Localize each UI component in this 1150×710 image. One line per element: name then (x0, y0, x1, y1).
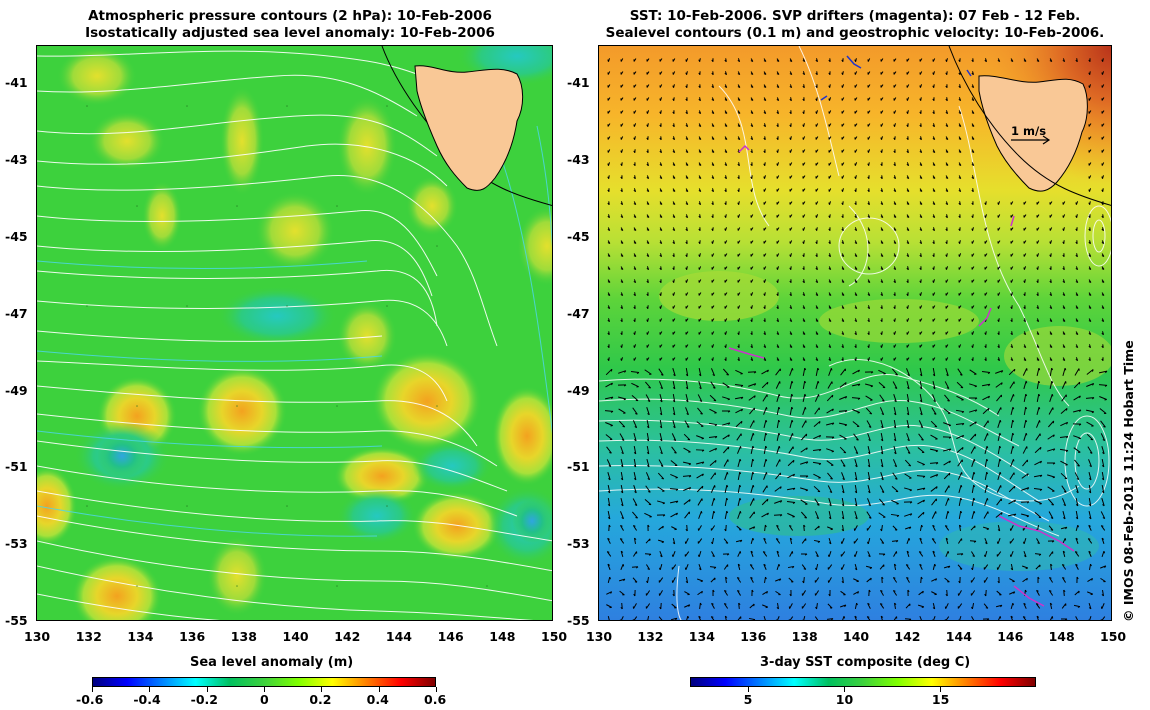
left-colorbar-tick-label: -0.6 (76, 692, 104, 707)
left-x-tick-label: 146 (437, 629, 464, 644)
left-colorbar-tick-label: -0.2 (190, 692, 218, 707)
right-colorbar (690, 677, 1036, 687)
sst-map: 1 m/s (598, 45, 1112, 621)
left-panel-title: Atmospheric pressure contours (2 hPa): 1… (40, 8, 540, 42)
right-y-tick-label: -51 (567, 459, 590, 475)
sst-field (599, 46, 1111, 620)
left-x-tick-label: 142 (334, 629, 361, 644)
sea-level-anomaly-map (36, 45, 553, 621)
right-colorbar-label: 3-day SST composite (deg C) (760, 655, 971, 670)
right-x-tick-label: 144 (945, 629, 972, 644)
left-x-tick-label: 150 (541, 629, 568, 644)
velocity-scale-label: 1 m/s (1011, 124, 1047, 138)
tasmania-landmass (414, 65, 524, 191)
right-x-tick-label: 150 (1100, 629, 1127, 644)
left-y-tick-label: -55 (5, 613, 28, 628)
right-y-tick-label: -41 (567, 75, 590, 91)
imos-credit: © IMOS 08-Feb-2013 11:24 Hobart Time (1121, 340, 1136, 622)
right-x-tick-label: 132 (637, 629, 664, 644)
left-y-tick-label: -51 (5, 459, 28, 475)
right-x-tick-label: 134 (688, 629, 715, 644)
right-title-line1: SST: 10-Feb-2006. SVP drifters (magenta)… (629, 8, 1081, 24)
left-colorbar-tick-mark (92, 687, 93, 692)
left-colorbar-tick-mark (264, 687, 265, 692)
left-colorbar (92, 677, 436, 687)
left-y-tick-label: -41 (5, 75, 28, 91)
left-x-tick-label: 132 (75, 629, 102, 644)
right-x-tick-label: 140 (843, 629, 870, 644)
right-colorbar-tick-mark (747, 687, 749, 692)
sea-level-anomaly-field (37, 46, 552, 620)
right-colorbar-tick-label: 5 (743, 692, 753, 707)
left-colorbar-tick-mark (206, 687, 208, 692)
right-colorbar-tick-mark (843, 687, 845, 692)
tasmania-landmass (978, 75, 1088, 192)
right-x-tick-label: 142 (894, 629, 921, 644)
right-x-tick-label: 130 (586, 629, 613, 644)
left-colorbar-tick-label: 0.6 (424, 692, 447, 707)
right-y-tick-label: -55 (567, 613, 590, 628)
right-y-tick-label: -47 (567, 305, 590, 321)
right-colorbar-tick-label: 10 (835, 692, 854, 707)
right-colorbar-tick-mark (939, 687, 941, 692)
right-y-tick-label: -53 (567, 536, 590, 552)
left-colorbar-tick-mark (436, 687, 437, 692)
left-colorbar-tick-label: 0 (260, 692, 269, 707)
left-x-tick-label: 144 (385, 629, 412, 644)
right-x-tick-label: 138 (791, 629, 818, 644)
left-colorbar-label: Sea level anomaly (m) (190, 655, 354, 670)
left-colorbar-tick-label: 0.2 (309, 692, 332, 707)
left-colorbar-tick-mark (149, 687, 151, 692)
geostrophic-velocity-vectors (604, 58, 1108, 620)
left-colorbar-tick-label: -0.4 (133, 692, 161, 707)
left-colorbar-tick-mark (378, 687, 380, 692)
left-y-tick-label: -43 (5, 152, 28, 168)
left-y-tick-label: -45 (5, 229, 28, 244)
left-title-line1: Atmospheric pressure contours (2 hPa): 1… (88, 8, 492, 24)
left-x-tick-label: 138 (230, 629, 257, 644)
right-colorbar-tick-label: 15 (931, 692, 950, 707)
sealevel-contours (599, 46, 1111, 620)
pressure-contours (37, 50, 552, 620)
left-x-tick-label: 134 (127, 629, 154, 644)
left-x-tick-label: 148 (489, 629, 516, 644)
right-x-tick-label: 148 (1048, 629, 1075, 644)
right-y-tick-label: -49 (567, 382, 590, 398)
left-y-tick-label: -49 (5, 382, 28, 398)
left-y-tick-label: -53 (5, 536, 28, 552)
left-title-line2: Isostatically adjusted sea level anomaly… (85, 25, 495, 41)
right-x-tick-label: 136 (740, 629, 767, 644)
left-y-tick-label: -47 (5, 305, 28, 321)
left-x-tick-label: 140 (282, 629, 309, 644)
left-colorbar-tick-mark (321, 687, 323, 692)
right-x-tick-label: 146 (997, 629, 1024, 644)
right-y-tick-label: -43 (567, 152, 590, 168)
left-colorbar-tick-label: 0.4 (366, 692, 389, 707)
left-x-tick-label: 136 (179, 629, 206, 644)
right-panel-title: SST: 10-Feb-2006. SVP drifters (magenta)… (598, 8, 1112, 42)
svp-drifter-tracks (728, 144, 1075, 607)
right-y-tick-label: -45 (567, 229, 590, 244)
left-x-tick-label: 130 (24, 629, 51, 644)
right-title-line2: Sealevel contours (0.1 m) and geostrophi… (605, 25, 1105, 41)
